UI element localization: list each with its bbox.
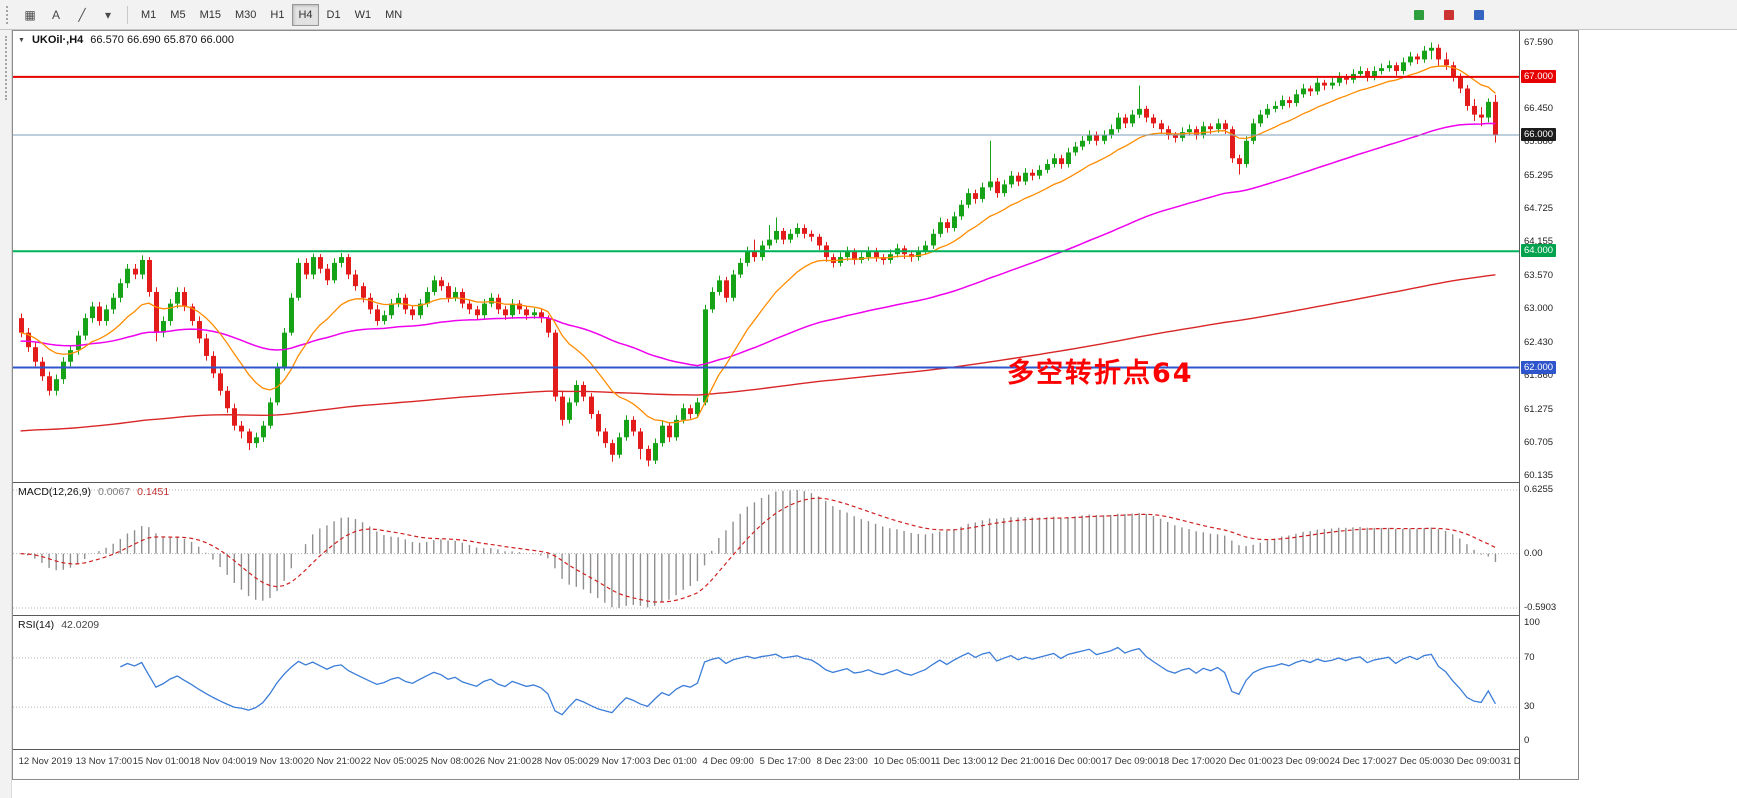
timeframe-button-m5[interactable]: M5 xyxy=(164,4,191,26)
auto-trading-button[interactable] xyxy=(1437,4,1461,26)
time-axis-label: 29 Nov 17:00 xyxy=(588,756,646,767)
main-toolbar: ▦ A ╱ ▾ M1 M5 M15 M30 H1 H4 D1 W1 MN xyxy=(0,0,1737,30)
time-axis-label: 5 Dec 17:00 xyxy=(759,756,811,767)
time-axis-label: 28 Nov 05:00 xyxy=(531,756,589,767)
chevron-down-icon: ▾ xyxy=(104,7,112,22)
workspace-empty-area xyxy=(1579,30,1737,798)
chart-annotation-text[interactable]: 多空转折点64 xyxy=(1006,358,1194,390)
axis-tick-label: 0.6255 xyxy=(1524,484,1554,495)
price-badge: 67.000 xyxy=(1521,69,1557,83)
time-axis[interactable]: 12 Nov 2019 13 Nov 17:00 15 Nov 01:00 18 No… xyxy=(13,750,1557,776)
price-badge: 64.000 xyxy=(1521,244,1557,258)
text-label-icon: A xyxy=(51,7,60,22)
time-axis-label: 11 Dec 13:00 xyxy=(930,756,987,767)
charts-list-button[interactable] xyxy=(1467,4,1491,26)
axis-tick-label: 66.450 xyxy=(1524,102,1554,114)
tools-dropdown-button[interactable]: ▾ xyxy=(96,4,120,26)
left-strip-grip[interactable] xyxy=(4,36,7,100)
axis-tick-label: 70 xyxy=(1524,651,1535,663)
time-axis-label: 12 Dec 21:00 xyxy=(987,756,1045,767)
axis-tick-label: -0.5903 xyxy=(1524,602,1557,613)
auto-trading-icon xyxy=(1444,9,1454,20)
new-order-icon xyxy=(1414,9,1424,20)
axis-tick-label: 0 xyxy=(1524,735,1530,746)
price-badge: 62.000 xyxy=(1521,360,1557,374)
time-axis-label: 23 Dec 09:00 xyxy=(1272,756,1330,767)
time-axis-label: 13 Nov 17:00 xyxy=(75,756,133,767)
text-label-button[interactable]: A xyxy=(44,4,68,26)
time-axis-label: 22 Nov 05:00 xyxy=(360,756,418,767)
time-axis-label: 18 Nov 04:00 xyxy=(189,756,247,767)
toolbar-separator xyxy=(127,5,128,24)
chart-grid-icon: ▦ xyxy=(24,7,36,22)
axis-tick-label: 62.430 xyxy=(1524,336,1554,348)
timeframe-button-h4[interactable]: H4 xyxy=(292,3,319,26)
timeframe-button-d1[interactable]: D1 xyxy=(321,4,347,26)
axis-tick-label: 64.155 xyxy=(1524,236,1554,248)
axis-tick-label: 63.570 xyxy=(1524,270,1554,282)
macd-canvas[interactable] xyxy=(13,483,1519,615)
macd-pane: MACD(12,26,9) 0.0067 0.1451 xyxy=(13,483,1519,616)
chart-panes: ▼ UKOil·,H4 66.570 66.690 65.870 66.000 … xyxy=(13,31,1557,779)
timeframe-button-m15[interactable]: M15 xyxy=(194,4,227,26)
time-axis-label: 20 Nov 21:00 xyxy=(303,756,361,767)
toolbar-right-icon-group xyxy=(1407,4,1491,26)
time-axis-label: 19 Nov 13:00 xyxy=(246,756,304,767)
main-chart-canvas[interactable] xyxy=(13,31,1519,482)
time-axis-label: 20 Dec 01:00 xyxy=(1215,756,1273,767)
axis-tick-label: 30 xyxy=(1524,701,1535,713)
timeframe-button-w1[interactable]: W1 xyxy=(349,4,378,26)
timeframe-button-mn[interactable]: MN xyxy=(379,4,408,26)
axis-tick-label: 61.860 xyxy=(1524,369,1554,381)
timeframe-button-h1[interactable]: H1 xyxy=(264,4,290,26)
time-axis-label: 27 Dec 05:00 xyxy=(1386,756,1444,767)
trendline-icon: ╱ xyxy=(78,7,86,22)
left-toolbar-strip xyxy=(0,30,12,798)
time-axis-label: 18 Dec 17:00 xyxy=(1158,756,1216,767)
chart-grid-button[interactable]: ▦ xyxy=(18,4,42,26)
axis-tick-label: 100 xyxy=(1524,617,1540,628)
time-axis-label: 3 Dec 01:00 xyxy=(645,756,697,767)
axis-tick-label: 63.000 xyxy=(1524,303,1554,315)
timeframe-button-m1[interactable]: M1 xyxy=(135,4,162,26)
axis-tick-label: 65.295 xyxy=(1524,169,1554,181)
workspace: ▼ UKOil·,H4 66.570 66.690 65.870 66.000 … xyxy=(0,30,1737,798)
axis-tick-label: 67.590 xyxy=(1524,36,1554,48)
time-axis-label: 8 Dec 23:00 xyxy=(816,756,868,767)
chart-window: ▼ UKOil·,H4 66.570 66.690 65.870 66.000 … xyxy=(12,30,1579,780)
axis-tick-label: 60.705 xyxy=(1524,436,1554,448)
axis-tick-label: 64.725 xyxy=(1524,203,1554,215)
main-pane: ▼ UKOil·,H4 66.570 66.690 65.870 66.000 … xyxy=(13,31,1519,483)
axis-tick-label: 65.880 xyxy=(1524,135,1554,147)
new-order-button[interactable] xyxy=(1407,4,1431,26)
time-axis-label: 25 Nov 08:00 xyxy=(417,756,475,767)
axis-tick-label: 60.135 xyxy=(1524,469,1554,481)
time-axis-label: 15 Nov 01:00 xyxy=(132,756,190,767)
axis-tick-label: 61.275 xyxy=(1524,403,1554,415)
time-axis-label: 16 Dec 00:00 xyxy=(1044,756,1102,767)
charts-list-icon xyxy=(1474,9,1484,20)
toolbar-grip[interactable] xyxy=(6,5,10,24)
trendline-button[interactable]: ╱ xyxy=(70,4,94,26)
rsi-pane: RSI(14) 42.0209 xyxy=(13,616,1519,750)
time-axis-label: 4 Dec 09:00 xyxy=(702,756,754,767)
timeframe-button-m30[interactable]: M30 xyxy=(229,4,262,26)
price-badge: 66.000 xyxy=(1521,127,1557,141)
time-axis-label: 30 Dec 09:00 xyxy=(1443,756,1501,767)
time-axis-label: 12 Nov 2019 xyxy=(18,756,73,767)
time-axis-label: 10 Dec 05:00 xyxy=(873,756,931,767)
axis-tick-label: 0.00 xyxy=(1524,547,1543,559)
rsi-canvas[interactable] xyxy=(13,616,1519,749)
time-axis-label: 17 Dec 09:00 xyxy=(1101,756,1159,767)
time-axis-label: 24 Dec 17:00 xyxy=(1329,756,1387,767)
time-axis-label: 26 Nov 21:00 xyxy=(474,756,532,767)
price-axis[interactable]: 67.590 66.450 65.880 65.295 64.725 64.155 63.5… xyxy=(1520,31,1578,779)
